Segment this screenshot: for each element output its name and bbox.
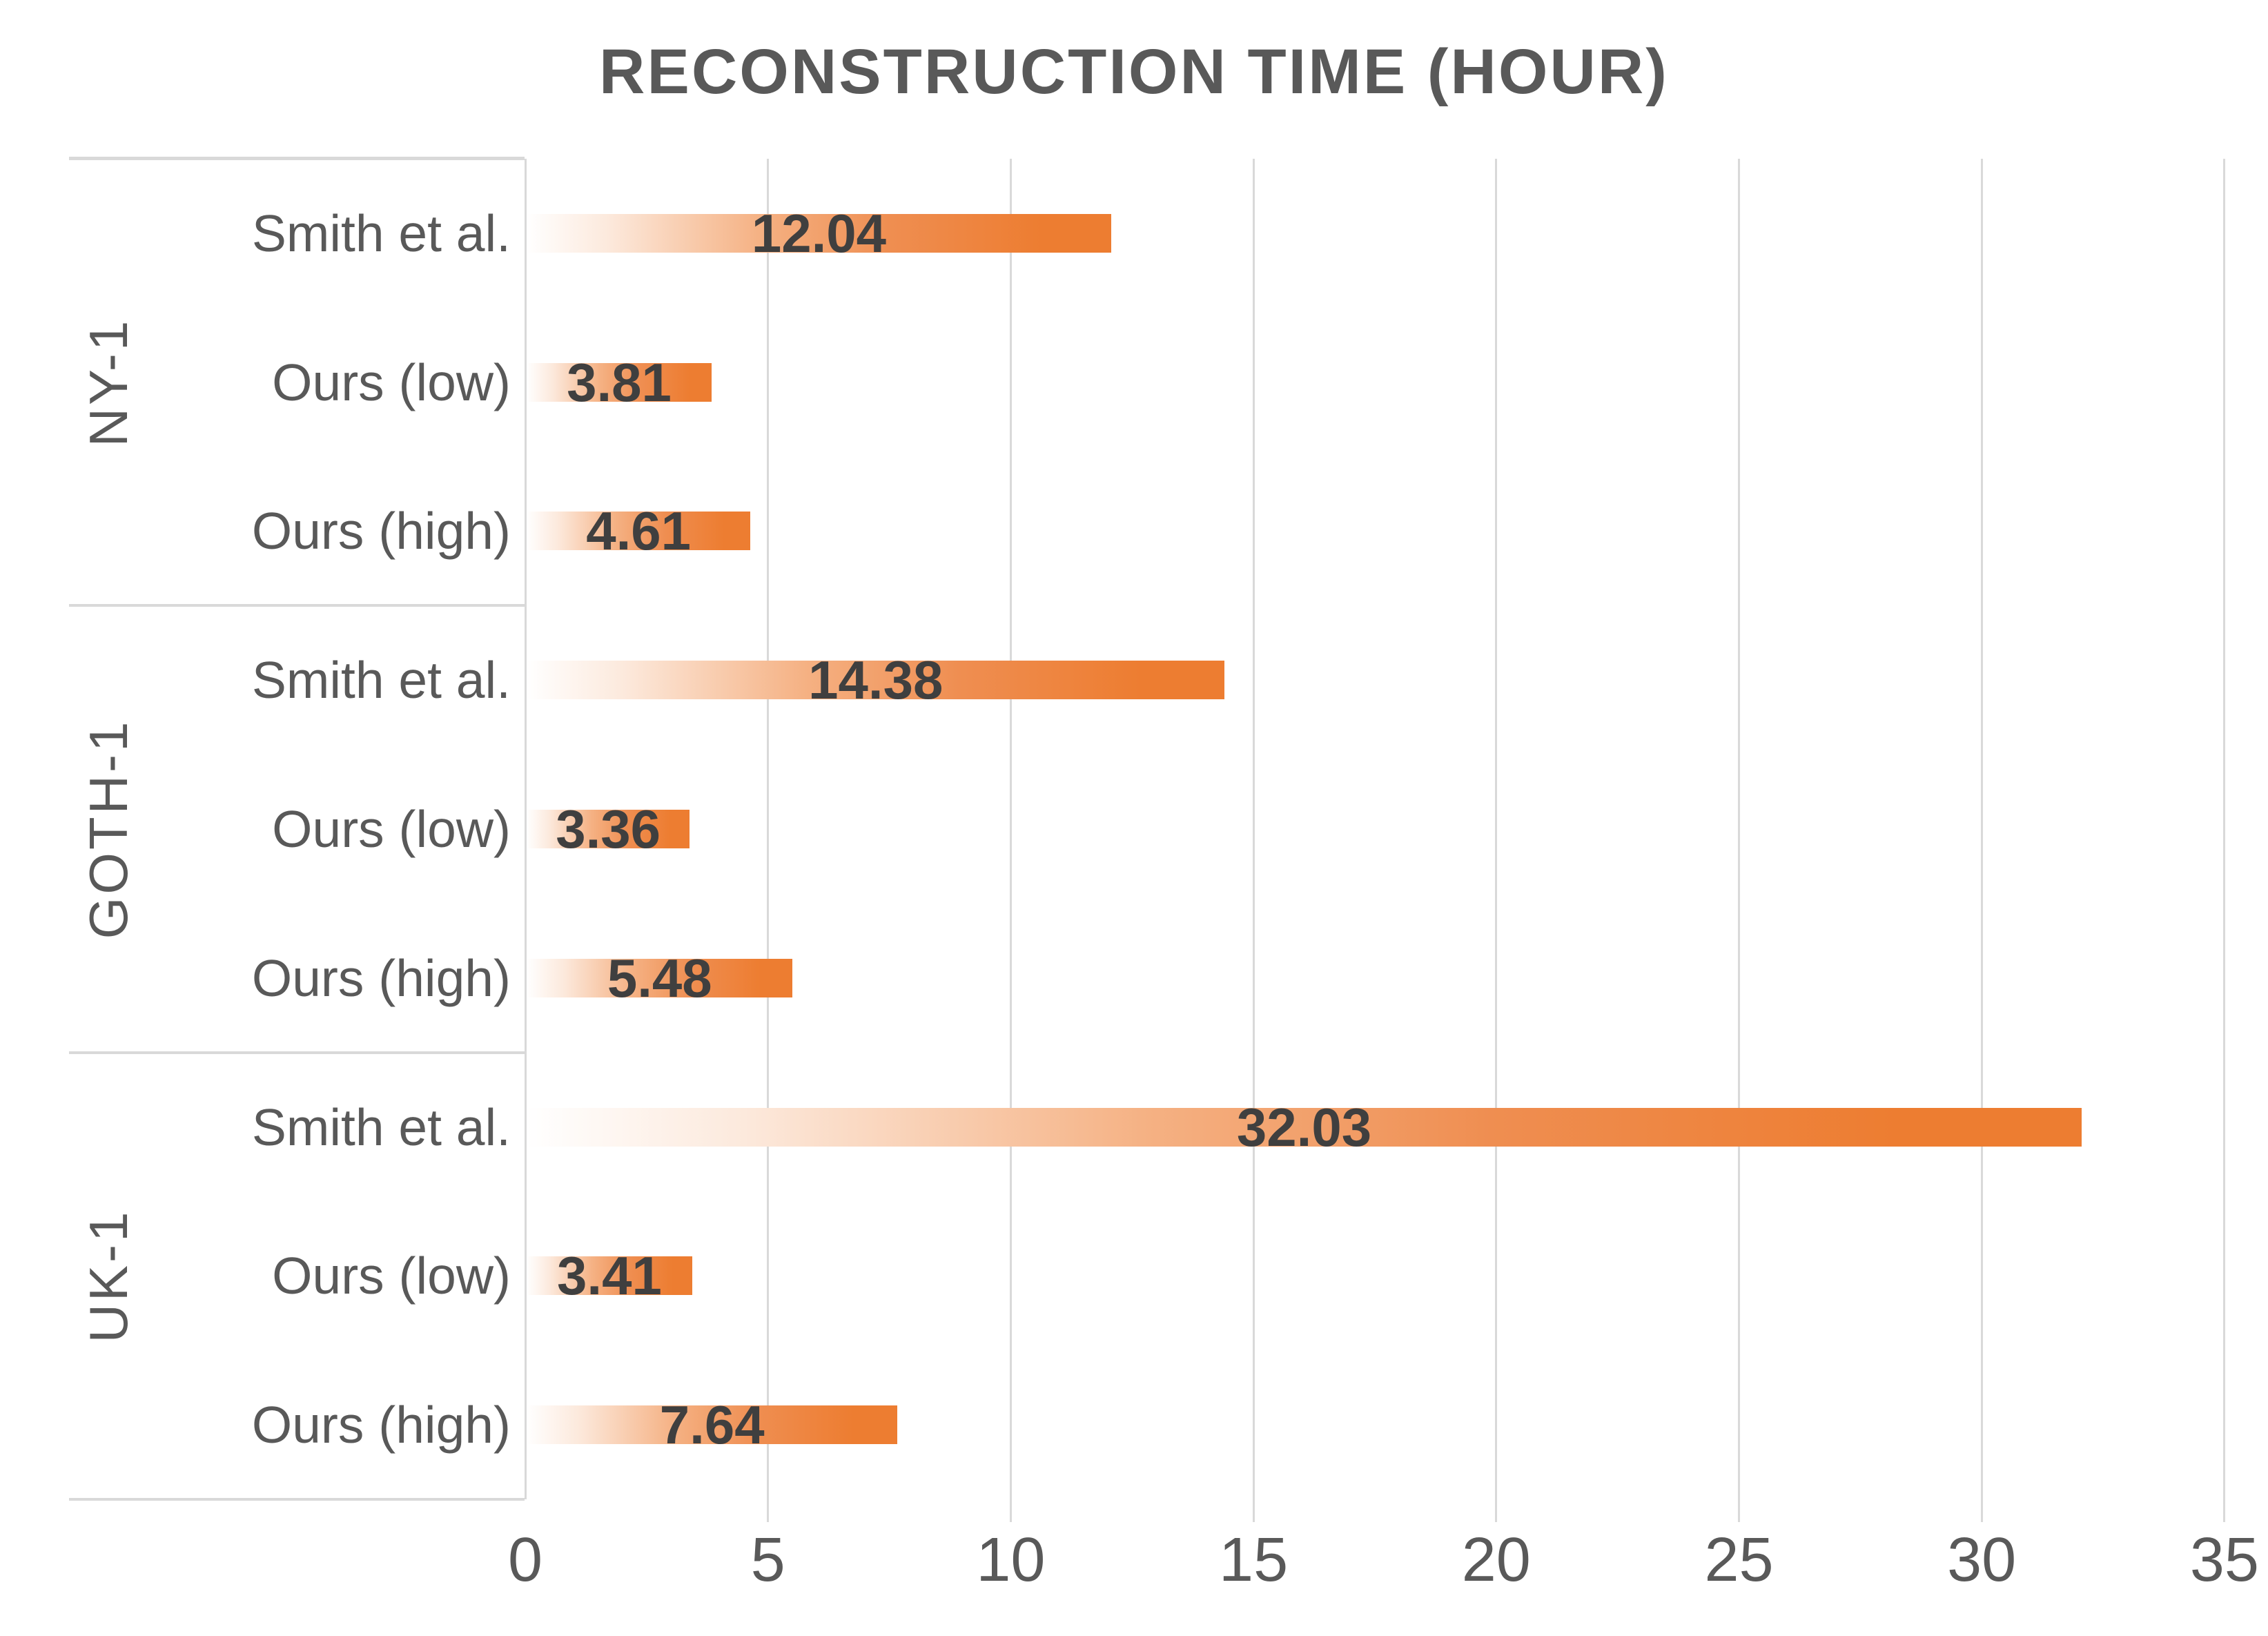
bar: 3.81 [527, 351, 712, 413]
bar-value-label: 4.61 [586, 500, 692, 562]
x-axis-tick-label: 15 [1219, 1526, 1289, 1595]
x-axis-tick-label: 10 [976, 1526, 1046, 1595]
group-separator-line [69, 1051, 525, 1054]
gridline [1980, 159, 1983, 1522]
gridline [2223, 159, 2226, 1522]
bar-value-label: 5.48 [607, 947, 712, 1009]
gridline [1495, 159, 1498, 1522]
group-separator-line [69, 604, 525, 607]
category-axis-label: Smith et al. [251, 204, 511, 262]
bar: 14.38 [527, 650, 1225, 711]
x-axis-tick-label: 30 [1947, 1526, 2017, 1595]
category-axis-label: Smith et al. [251, 651, 511, 710]
category-axis-label: Ours (high) [251, 502, 511, 561]
bar-value-label: 7.64 [659, 1394, 765, 1456]
bar: 32.03 [527, 1096, 2082, 1158]
bar: 4.61 [527, 500, 751, 562]
bar-value-label: 12.04 [751, 202, 887, 264]
bar-value-label: 3.36 [556, 799, 661, 859]
x-axis-tick-label: 20 [1461, 1526, 1531, 1595]
bar-value-label: 3.41 [557, 1245, 662, 1307]
category-axis-label: Ours (high) [251, 948, 511, 1007]
x-axis-tick-label: 35 [2189, 1526, 2259, 1595]
gridline [1009, 159, 1012, 1522]
gridline [1252, 159, 1255, 1522]
category-axis-label: Ours (low) [272, 353, 511, 411]
category-axis-label: Ours (high) [251, 1396, 511, 1454]
bar: 3.36 [527, 799, 690, 859]
x-axis-tick-label: 25 [1704, 1526, 1774, 1595]
bar-value-label: 32.03 [1236, 1096, 1372, 1158]
x-axis-tick-label: 5 [750, 1526, 785, 1595]
gridline [1738, 159, 1740, 1522]
value-axis-line [524, 159, 527, 1499]
x-axis-tick-label: 0 [507, 1526, 543, 1595]
label-box-bottom-border [69, 1498, 525, 1501]
gridline [767, 159, 770, 1522]
category-axis-label: Smith et al. [251, 1098, 511, 1156]
bar-value-label: 3.81 [567, 351, 672, 413]
bar: 12.04 [527, 202, 1111, 264]
category-axis-label: Ours (low) [272, 1247, 511, 1305]
category-axis-label: Ours (low) [272, 800, 511, 858]
chart-title: RECONSTRUCTION TIME (HOUR) [599, 37, 1669, 107]
bar: 5.48 [527, 947, 793, 1009]
bar: 3.41 [527, 1245, 692, 1307]
bar-value-label: 14.38 [808, 650, 944, 711]
bar: 7.64 [527, 1394, 898, 1456]
label-box-top-border [69, 157, 525, 160]
